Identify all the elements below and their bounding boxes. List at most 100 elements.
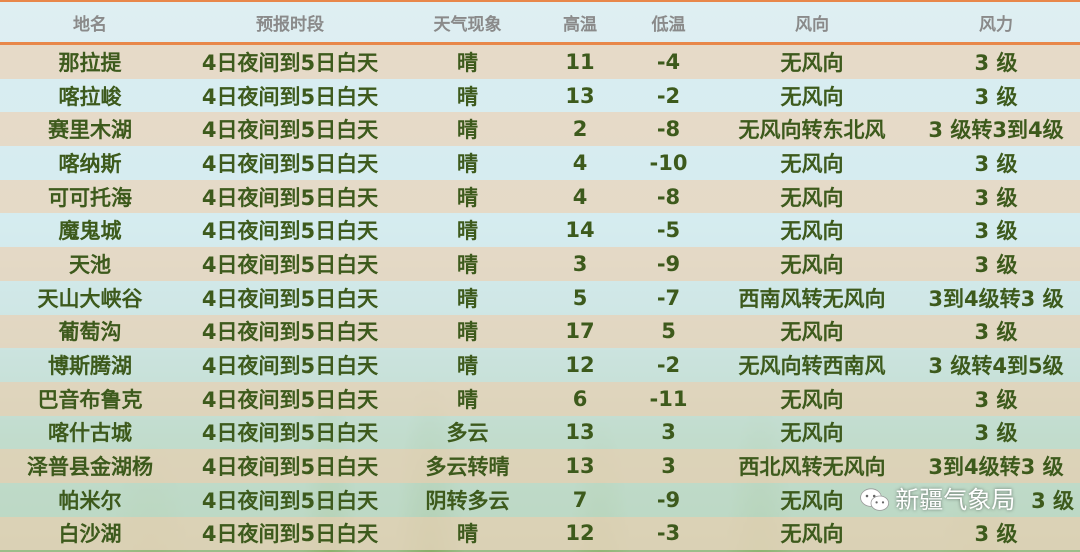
cell-wind-force: 3 级 xyxy=(912,146,1080,180)
cell-period: 4日夜间到5日白天 xyxy=(180,381,400,416)
cell-weather: 晴 xyxy=(400,280,535,315)
table-row: 赛里木湖 4日夜间到5日白天晴 2 -8 无风向转东北风 3 级转3到4级 xyxy=(0,112,1080,147)
table-row: 天池 4日夜间到5日白天晴 3 -9 无风向 3 级 xyxy=(0,247,1080,281)
cell-weather: 晴 xyxy=(400,381,535,416)
cell-period: 4日夜间到5日白天 xyxy=(180,314,400,349)
cell-weather: 晴 xyxy=(400,314,535,349)
cell-period: 4日夜间到5日白天 xyxy=(180,482,400,517)
cell-period: 4日夜间到5日白天 xyxy=(180,280,400,315)
cell-weather: 晴 xyxy=(400,43,535,79)
cell-low-temp: -11 xyxy=(625,381,712,416)
cell-location: 天山大峡谷 xyxy=(0,280,180,315)
cell-location: 喀拉峻 xyxy=(0,78,180,113)
cell-wind-force: 3 级 xyxy=(912,213,1080,248)
cell-period: 4日夜间到5日白天 xyxy=(180,78,400,113)
cell-high-temp: 7 xyxy=(535,482,625,517)
table-row: 那拉提 4日夜间到5日白天晴 11 -4 无风向 3 级 xyxy=(0,43,1080,79)
table-row: 喀拉峻 4日夜间到5日白天晴 13 -2 无风向 3 级 xyxy=(0,78,1080,113)
cell-period: 4日夜间到5日白天 xyxy=(180,112,400,147)
cell-wind-direction: 无风向 xyxy=(712,314,912,349)
cell-wind-force: 3 级 xyxy=(912,78,1080,113)
cell-wind-force: 3 级 xyxy=(912,381,1080,416)
cell-high-temp: 13 xyxy=(535,449,625,483)
cell-low-temp: -2 xyxy=(625,348,712,382)
header-period: 预报时段 xyxy=(180,0,400,45)
cell-weather: 阴转多云 xyxy=(400,482,535,517)
cell-wind-direction: 无风向 xyxy=(712,415,912,450)
cell-period: 4日夜间到5日白天 xyxy=(180,449,400,483)
cell-wind-direction: 无风向 xyxy=(712,381,912,416)
cell-high-temp: 4 xyxy=(535,179,625,214)
cell-low-temp: -7 xyxy=(625,280,712,315)
cell-wind-direction: 无风向 xyxy=(712,179,912,214)
cell-weather: 晴 xyxy=(400,112,535,147)
cell-location: 喀纳斯 xyxy=(0,146,180,180)
cell-weather: 晴 xyxy=(400,146,535,180)
table-row: 天山大峡谷 4日夜间到5日白天晴 5 -7 西南风转无风向 3到4级转3 级 xyxy=(0,280,1080,315)
wechat-icon xyxy=(860,488,890,511)
table-row: 泽普县金湖杨 4日夜间到5日白天 多云转晴 13 3 西北风转无风向 3到4级转3 级 xyxy=(0,449,1080,483)
header-low-temp: 低温 xyxy=(625,0,712,45)
cell-high-temp: 5 xyxy=(535,280,625,315)
cell-low-temp: -4 xyxy=(625,43,712,79)
cell-high-temp: 13 xyxy=(535,415,625,450)
cell-location: 白沙湖 xyxy=(0,516,180,551)
cell-wind-direction: 无风向转西南风 xyxy=(712,348,912,382)
header-location: 地名 xyxy=(0,0,180,45)
cell-period: 4日夜间到5日白天 xyxy=(180,247,400,281)
cell-weather: 晴 xyxy=(400,247,535,281)
cell-low-temp: -10 xyxy=(625,146,712,180)
cell-period: 4日夜间到5日白天 xyxy=(180,415,400,450)
cell-low-temp: 3 xyxy=(625,449,712,483)
cell-low-temp: -9 xyxy=(625,247,712,281)
cell-period: 4日夜间到5日白天 xyxy=(180,516,400,551)
cell-wind-force: 3 级 xyxy=(912,314,1080,349)
cell-high-temp: 12 xyxy=(535,516,625,551)
cell-location: 赛里木湖 xyxy=(0,112,180,147)
header-high-temp: 高温 xyxy=(535,0,625,45)
watermark: 新疆气象局 xyxy=(859,484,1015,516)
cell-wind-direction: 西北风转无风向 xyxy=(712,449,912,483)
cell-location: 葡萄沟 xyxy=(0,314,180,349)
cell-weather: 晴 xyxy=(400,516,535,551)
table-row: 喀纳斯 4日夜间到5日白天晴 4 -10 无风向 3 级 xyxy=(0,146,1080,180)
cell-wind-direction: 无风向 xyxy=(712,213,912,248)
cell-high-temp: 2 xyxy=(535,112,625,147)
cell-wind-direction: 无风向 xyxy=(712,43,912,79)
cell-weather: 晴 xyxy=(400,213,535,248)
table-row: 可可托海 4日夜间到5日白天晴 4 -8 无风向 3 级 xyxy=(0,179,1080,214)
cell-location: 博斯腾湖 xyxy=(0,348,180,382)
table-row: 白沙湖 4日夜间到5日白天晴 12 -3 无风向 3 级 xyxy=(0,516,1080,551)
cell-weather: 多云转晴 xyxy=(400,449,535,483)
table-row: 巴音布鲁克 4日夜间到5日白天晴 6 -11 无风向 3 级 xyxy=(0,381,1080,416)
header-wind-direction: 风向 xyxy=(712,0,912,45)
cell-location: 天池 xyxy=(0,247,180,281)
table-row: 帕米尔 4日夜间到5日白天 阴转多云 7 -9 无风向 3 级 xyxy=(0,482,1080,517)
cell-wind-direction: 西南风转无风向 xyxy=(712,280,912,315)
cell-location: 巴音布鲁克 xyxy=(0,381,180,416)
cell-wind-force: 3 级 xyxy=(912,516,1080,551)
cell-wind-direction: 无风向转东北风 xyxy=(712,112,912,147)
cell-weather: 多云 xyxy=(400,415,535,450)
cell-wind-direction: 无风向 xyxy=(712,516,912,551)
cell-period: 4日夜间到5日白天 xyxy=(180,146,400,180)
cell-low-temp: -2 xyxy=(625,78,712,113)
cell-location: 喀什古城 xyxy=(0,415,180,450)
cell-wind-direction: 无风向 xyxy=(712,78,912,113)
cell-low-temp: -3 xyxy=(625,516,712,551)
header-row: 地名 预报时段 天气现象 高温 低温 风向 风力 xyxy=(0,0,1080,45)
cell-low-temp: 5 xyxy=(625,314,712,349)
cell-wind-direction: 无风向 xyxy=(712,146,912,180)
table-row: 喀什古城 4日夜间到5日白天 多云 13 3 无风向 3 级 xyxy=(0,415,1080,450)
cell-wind-force: 3 级 xyxy=(912,43,1080,79)
cell-high-temp: 12 xyxy=(535,348,625,382)
cell-weather: 晴 xyxy=(400,179,535,214)
table-row: 博斯腾湖 4日夜间到5日白天晴 12 -2 无风向转西南风 3 级转4到5级 xyxy=(0,348,1080,382)
cell-low-temp: -8 xyxy=(625,112,712,147)
cell-location: 那拉提 xyxy=(0,43,180,79)
cell-weather: 晴 xyxy=(400,78,535,113)
cell-wind-force: 3到4级转3 级 xyxy=(912,280,1080,315)
cell-high-temp: 6 xyxy=(535,381,625,416)
cell-wind-direction: 无风向 xyxy=(712,247,912,281)
